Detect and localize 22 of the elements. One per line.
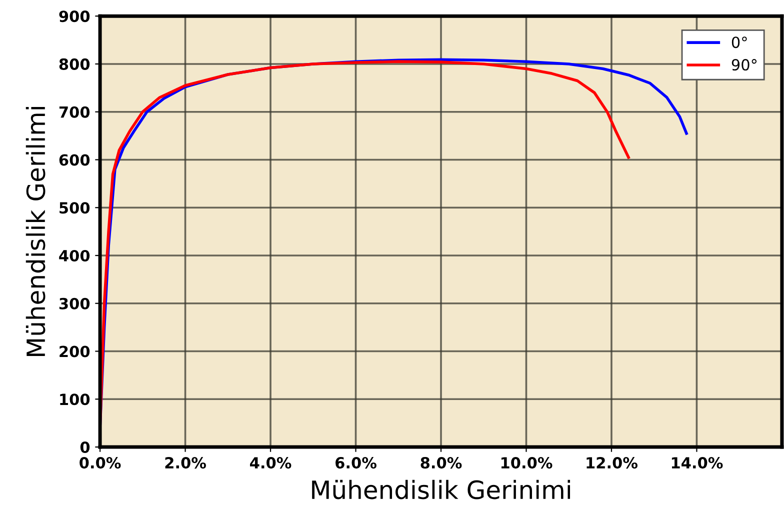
y-tick-label: 100 [60,394,90,406]
legend-label: 90° [732,59,757,71]
y-tick-label: 600 [59,154,90,166]
x-tick-label: 4.0% [250,457,292,469]
x-tick-label: 6.0% [336,457,376,469]
y-tick-label: 0 [80,441,90,454]
y-tick-label: 800 [59,58,90,70]
y-axis-title: Mühendislik Gerilimi [26,106,46,356]
y-tick-label: 400 [59,250,90,262]
y-tick-label: 200 [60,346,90,358]
x-tick-label: 2.0% [165,457,206,469]
y-tick-label: 900 [59,10,90,22]
y-tick-label: 700 [59,106,90,118]
x-tick-label: 12.0% [586,457,638,469]
x-tick-label: 14.0% [672,457,723,469]
x-axis-title: Mühendislik Gerinimi [312,480,570,500]
x-tick-label: 0.0% [80,457,121,469]
x-tick-label: 8.0% [420,457,462,469]
legend-label: 0° [732,36,747,48]
x-tick-label: 10.0% [501,457,552,469]
y-tick-label: 300 [59,298,90,310]
y-tick-label: 500 [60,202,90,214]
